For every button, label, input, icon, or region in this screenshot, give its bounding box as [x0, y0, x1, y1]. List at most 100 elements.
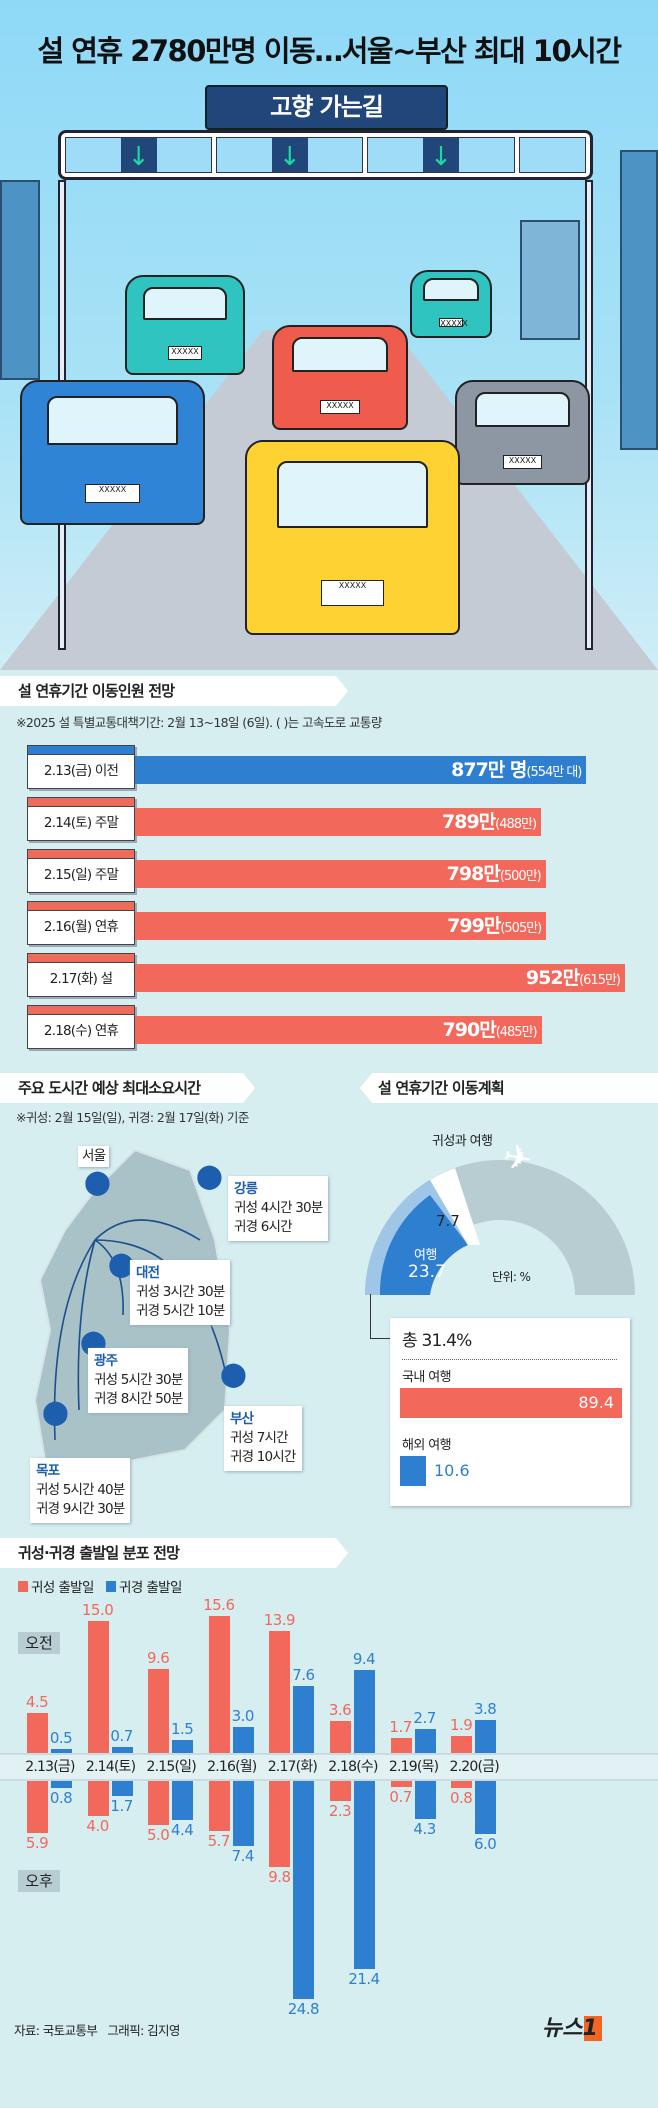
x-tick-label: 2.16(월)	[207, 1759, 257, 1775]
both-label: 귀성과 여행	[432, 1134, 493, 1149]
date-label: 2.15(일) 주말	[43, 867, 119, 883]
back-time: 귀경 5시간 10분	[136, 1303, 225, 1319]
bar-return-am	[111, 1746, 133, 1753]
data-label: 5.9	[25, 1833, 49, 1852]
calendar-icon: 2.13(금) 이전	[27, 745, 135, 789]
bar-go-am	[27, 1713, 48, 1753]
date-label: 2.17(화) 설	[49, 971, 113, 987]
travel-plan-box: 총 31.4% 국내 여행 89.4 해외 여행 10.6	[390, 1318, 630, 1506]
data-label: 1.7	[389, 1718, 412, 1737]
bar-return-pm	[475, 1781, 497, 1834]
traveler-count: 790만	[442, 1019, 497, 1041]
city-name: 강릉	[234, 1181, 258, 1197]
data-label: 21.4	[348, 1970, 380, 1989]
donut-segment-travel	[379, 1195, 468, 1295]
data-label: 1.9	[450, 1716, 473, 1735]
bar-return-pm	[414, 1781, 436, 1819]
legend-item-go: 귀성 출발일	[18, 1576, 94, 1596]
highway-traffic: (488만)	[495, 817, 537, 832]
legend-item-back: 귀경 출발일	[106, 1576, 182, 1596]
traveler-row: 2.14(토) 주말 789만(488만)	[27, 797, 647, 841]
highway-traffic: (500만)	[499, 869, 542, 884]
abroad-bar	[400, 1456, 426, 1486]
map-pin-icon: ⬤	[220, 1360, 247, 1388]
bar-go-am	[330, 1721, 351, 1753]
bar-return-am	[293, 1686, 315, 1753]
bar-go-am	[269, 1630, 291, 1753]
city-name: 목포	[36, 1463, 60, 1479]
donut-chart	[365, 1160, 635, 1295]
car-yellow: XXXXX	[245, 440, 460, 635]
bar-go-pm	[390, 1781, 412, 1788]
traveler-count: 798만	[446, 863, 501, 885]
back-time: 귀경 10시간	[230, 1449, 296, 1465]
x-tick-label: 2.17(화)	[267, 1759, 318, 1775]
calendar-rings	[28, 746, 134, 755]
x-axis-band	[0, 1753, 658, 1781]
both-value: 7.7	[436, 1212, 460, 1230]
back-time: 귀경 9시간 30분	[36, 1501, 125, 1517]
x-tick-label: 2.13(금)	[25, 1759, 75, 1775]
map-pin-icon: ⬤	[196, 1162, 223, 1190]
calendar-icon: 2.14(토) 주말	[27, 797, 135, 841]
traveler-row: 2.15(일) 주말 798만(500만)	[27, 849, 647, 893]
chart-title: 귀성·귀경 출발일 분포 전망	[0, 1538, 348, 1568]
data-label: 9.6	[147, 1648, 170, 1667]
city-time-box: 광주 귀성 5시간 30분 귀경 8시간 50분	[88, 1348, 189, 1413]
unit-label: 단위: %	[492, 1270, 531, 1284]
hero-illustration: 설 연휴 2780만명 이동…서울~부산 최대 10시간 ↓ ↓ ↓ 고향 가는…	[0, 0, 658, 670]
bar-return-am	[475, 1719, 497, 1753]
data-label: 5.0	[147, 1826, 170, 1844]
highway-traffic: (505만)	[500, 921, 542, 936]
traveler-count: 952만	[525, 967, 580, 989]
calendar-rings	[28, 798, 134, 807]
bar-go-pm	[87, 1781, 109, 1817]
news1-logo: 뉴스1	[542, 2010, 602, 2042]
map-pin-icon: ⬤	[108, 1250, 135, 1278]
bar-return-pm	[232, 1781, 254, 1847]
bar-return-pm	[354, 1781, 375, 1970]
traveler-count: 877만 명	[451, 759, 527, 781]
bar-go-pm	[269, 1781, 291, 1868]
bar-go-pm	[208, 1781, 230, 1832]
abroad-label: 해외 여행	[402, 1438, 452, 1453]
traveler-count: 799만	[447, 915, 501, 937]
data-label: 1.7	[110, 1796, 133, 1815]
page-title: 설 연휴 2780만명 이동…서울~부산 최대 10시간	[37, 34, 622, 68]
date-label: 2.13(금) 이전	[43, 763, 119, 779]
go-time: 귀성 4시간 30분	[234, 1200, 323, 1216]
data-label: 0.7	[389, 1788, 412, 1807]
pm-label: 오후	[18, 1870, 60, 1892]
bar-go-pm	[330, 1781, 351, 1802]
calendar-icon: 2.15(일) 주말	[27, 849, 135, 893]
data-label: 5.7	[207, 1832, 231, 1851]
data-label: 4.0	[86, 1817, 109, 1836]
data-label: 1.5	[171, 1719, 194, 1738]
traveler-bar: 798만(500만)	[135, 860, 546, 888]
bar-return-pm	[293, 1781, 315, 2000]
building	[620, 150, 658, 450]
data-label: 3.0	[231, 1706, 255, 1725]
calendar-icon: 2.16(월) 연휴	[27, 901, 135, 945]
data-label: 15.0	[81, 1601, 114, 1619]
connector-line	[370, 1294, 390, 1339]
data-label: 6.0	[474, 1834, 497, 1853]
section-note: ※귀성: 2월 15일(일), 귀경: 2월 17일(화) 기준	[16, 1110, 249, 1125]
traveler-bar: 799만(505만)	[135, 912, 547, 940]
go-time: 귀성 5시간 40분	[36, 1482, 125, 1498]
bar-go-am	[87, 1621, 109, 1753]
section-heading-travelers: 설 연휴기간 이동인원 전망	[0, 676, 348, 706]
arrow-down-icon: ↓	[120, 138, 157, 172]
traveler-bar: 877만 명(554만 대)	[135, 756, 587, 784]
bar-go-am	[208, 1615, 230, 1753]
traveler-bar: 789만(488만)	[135, 808, 542, 836]
bar-return-am	[354, 1670, 375, 1753]
traveler-row: 2.13(금) 이전 877만 명(554만 대)	[27, 745, 647, 789]
am-label: 오전	[18, 1632, 60, 1654]
calendar-icon: 2.17(화) 설	[27, 953, 135, 997]
calendar-rings	[28, 850, 134, 859]
bar-go-am	[451, 1736, 473, 1753]
city-name: 광주	[94, 1353, 118, 1369]
bar-return-am	[232, 1726, 254, 1753]
data-label: 24.8	[287, 2000, 320, 2019]
